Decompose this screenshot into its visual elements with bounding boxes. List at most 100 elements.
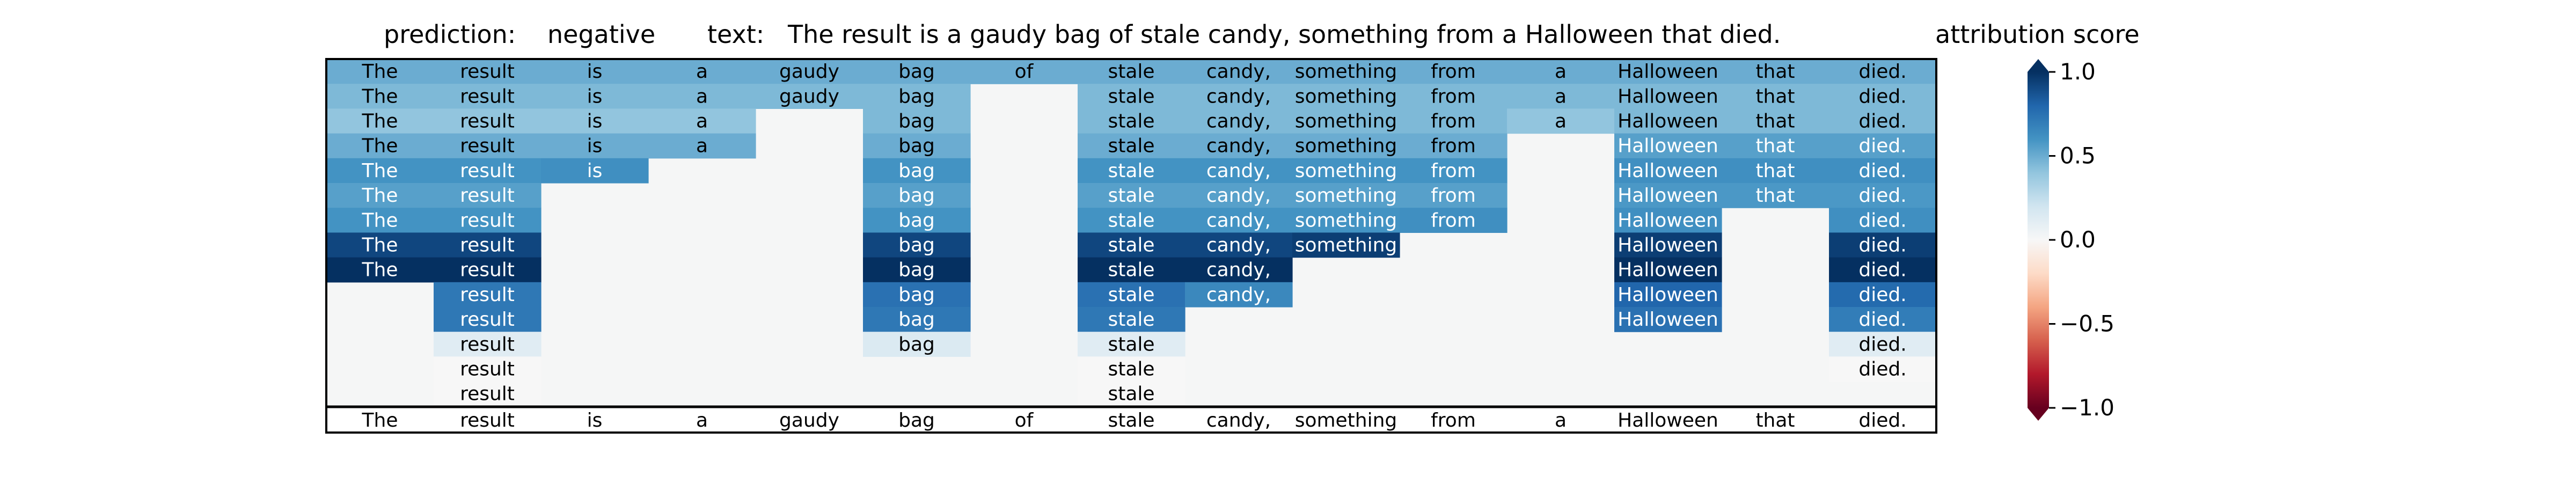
heatmap-cell-label: something bbox=[1295, 111, 1397, 133]
heatmap-cell-label: Halloween bbox=[1618, 111, 1718, 133]
heatmap-cell-label: candy, bbox=[1206, 160, 1271, 182]
heatmap-cell bbox=[1829, 257, 1937, 283]
heatmap-cell bbox=[1292, 208, 1400, 233]
heatmap-cell-label: candy, bbox=[1206, 259, 1271, 281]
heatmap-cell-label: result bbox=[460, 209, 515, 231]
original-token-label: of bbox=[1015, 409, 1034, 431]
heatmap-cell-label: bag bbox=[898, 309, 935, 331]
heatmap-cell bbox=[1400, 84, 1507, 109]
heatmap-cell bbox=[1292, 84, 1400, 109]
heatmap-cell-label: is bbox=[587, 61, 603, 83]
heatmap-cell bbox=[1078, 282, 1185, 308]
heatmap-cell bbox=[1829, 84, 1937, 109]
heatmap-cell bbox=[1078, 133, 1185, 159]
heatmap-cell bbox=[1185, 59, 1293, 84]
heatmap-cell-label: a bbox=[1555, 61, 1567, 83]
heatmap-cell-label: Halloween bbox=[1618, 209, 1718, 231]
heatmap-cell-labels: The result is a gaudy bag of stale candy, somethi… bbox=[362, 61, 1907, 405]
original-token-label: gaudy bbox=[779, 409, 839, 431]
heatmap-cell-label: died. bbox=[1858, 259, 1906, 281]
heatmap-cell-label: result bbox=[460, 85, 515, 107]
heatmap-cell-label: bag bbox=[898, 333, 935, 355]
heatmap-cell-label: died. bbox=[1858, 160, 1906, 182]
heatmap-cell-label: stale bbox=[1108, 383, 1154, 405]
heatmap-cell bbox=[1185, 183, 1293, 208]
heatmap-cell-label: result bbox=[460, 358, 515, 380]
prediction-value: negative bbox=[547, 20, 655, 49]
heatmap-cell-label: something bbox=[1295, 160, 1397, 182]
heatmap-cell-label: candy, bbox=[1206, 185, 1271, 207]
heatmap-cell-label: from bbox=[1431, 111, 1476, 133]
heatmap-cell bbox=[434, 208, 541, 233]
heatmap-cell bbox=[434, 59, 541, 84]
heatmap-cell bbox=[541, 59, 649, 84]
heatmap-cell bbox=[1400, 133, 1507, 159]
heatmap-cell-label: died. bbox=[1858, 209, 1906, 231]
heatmap-cell-label: stale bbox=[1108, 209, 1154, 231]
original-token-label: bag bbox=[898, 409, 935, 431]
heatmap-cell bbox=[1400, 183, 1507, 208]
original-token-label: died. bbox=[1858, 409, 1906, 431]
heatmap-cell bbox=[1614, 307, 1722, 332]
original-token-label: stale bbox=[1108, 409, 1154, 431]
heatmap-cell-label: result bbox=[460, 309, 515, 331]
heatmap-cell-label: something bbox=[1295, 235, 1397, 257]
heatmap-cell bbox=[1614, 232, 1722, 258]
heatmap-cell bbox=[648, 59, 756, 84]
heatmap-cell-label: that bbox=[1755, 61, 1795, 83]
heatmap-cell bbox=[434, 133, 541, 159]
heatmap-cell bbox=[1829, 183, 1937, 208]
heatmap-cell bbox=[434, 356, 541, 382]
prediction-label: prediction: bbox=[384, 20, 516, 49]
heatmap-cell-label: that bbox=[1755, 160, 1795, 182]
heatmap-cell bbox=[1185, 158, 1293, 184]
heatmap-cell-label: stale bbox=[1108, 61, 1154, 83]
heatmap-cell bbox=[1078, 183, 1185, 208]
heatmap-cell bbox=[1722, 59, 1829, 84]
heatmap-cell-label: The bbox=[362, 61, 398, 83]
colorbar-tick-label: −0.5 bbox=[2060, 311, 2114, 337]
heatmap-cell bbox=[434, 232, 541, 258]
heatmap-cell-label: died. bbox=[1858, 61, 1906, 83]
heatmap-cell-label: candy, bbox=[1206, 111, 1271, 133]
heatmap-cell bbox=[326, 183, 434, 208]
heatmap-cell bbox=[1829, 208, 1937, 233]
heatmap-cell-label: result bbox=[460, 185, 515, 207]
original-token-label: The bbox=[362, 409, 398, 431]
heatmap-cell-label: bag bbox=[898, 284, 935, 306]
heatmap-cell-label: died. bbox=[1858, 358, 1906, 380]
heatmap-cell-label: died. bbox=[1858, 185, 1906, 207]
heatmap-cell bbox=[1185, 84, 1293, 109]
heatmap-cell bbox=[434, 183, 541, 208]
colorbar-bottom-arrow bbox=[2028, 408, 2049, 421]
colorbar-tick-label: 0.0 bbox=[2060, 226, 2096, 253]
heatmap-cell-label: result bbox=[460, 135, 515, 157]
heatmap-cell bbox=[326, 158, 434, 184]
heatmap-cell-label: from bbox=[1431, 160, 1476, 182]
heatmap-cell-label: Halloween bbox=[1618, 309, 1718, 331]
heatmap-cell-label: candy, bbox=[1206, 61, 1271, 83]
heatmap-cell bbox=[1507, 84, 1615, 109]
heatmap-cell bbox=[1078, 381, 1185, 407]
original-token-label: is bbox=[587, 409, 603, 431]
heatmap-cell bbox=[1185, 208, 1293, 233]
heatmap-cell bbox=[1829, 108, 1937, 134]
heatmap-cell-label: a bbox=[696, 85, 708, 107]
heatmap-cell bbox=[1829, 232, 1937, 258]
heatmap-cell bbox=[326, 257, 434, 283]
heatmap-cell-label: a bbox=[1555, 85, 1567, 107]
heatmap-cell-label: stale bbox=[1108, 309, 1154, 331]
heatmap-cell bbox=[1722, 183, 1829, 208]
heatmap-cell-label: stale bbox=[1108, 259, 1154, 281]
heatmap-cell-label: died. bbox=[1858, 235, 1906, 257]
heatmap-cell-label: The bbox=[362, 209, 398, 231]
heatmap-cell bbox=[756, 84, 863, 109]
heatmap-cell bbox=[1185, 282, 1293, 308]
heatmap-cell-label: stale bbox=[1108, 160, 1154, 182]
heatmap-cell bbox=[1078, 84, 1185, 109]
heatmap-cell bbox=[541, 108, 649, 134]
original-token-label: from bbox=[1431, 409, 1476, 431]
heatmap-cell-label: Halloween bbox=[1618, 185, 1718, 207]
heatmap-cell-label: stale bbox=[1108, 333, 1154, 355]
heatmap-cells bbox=[326, 59, 1937, 407]
